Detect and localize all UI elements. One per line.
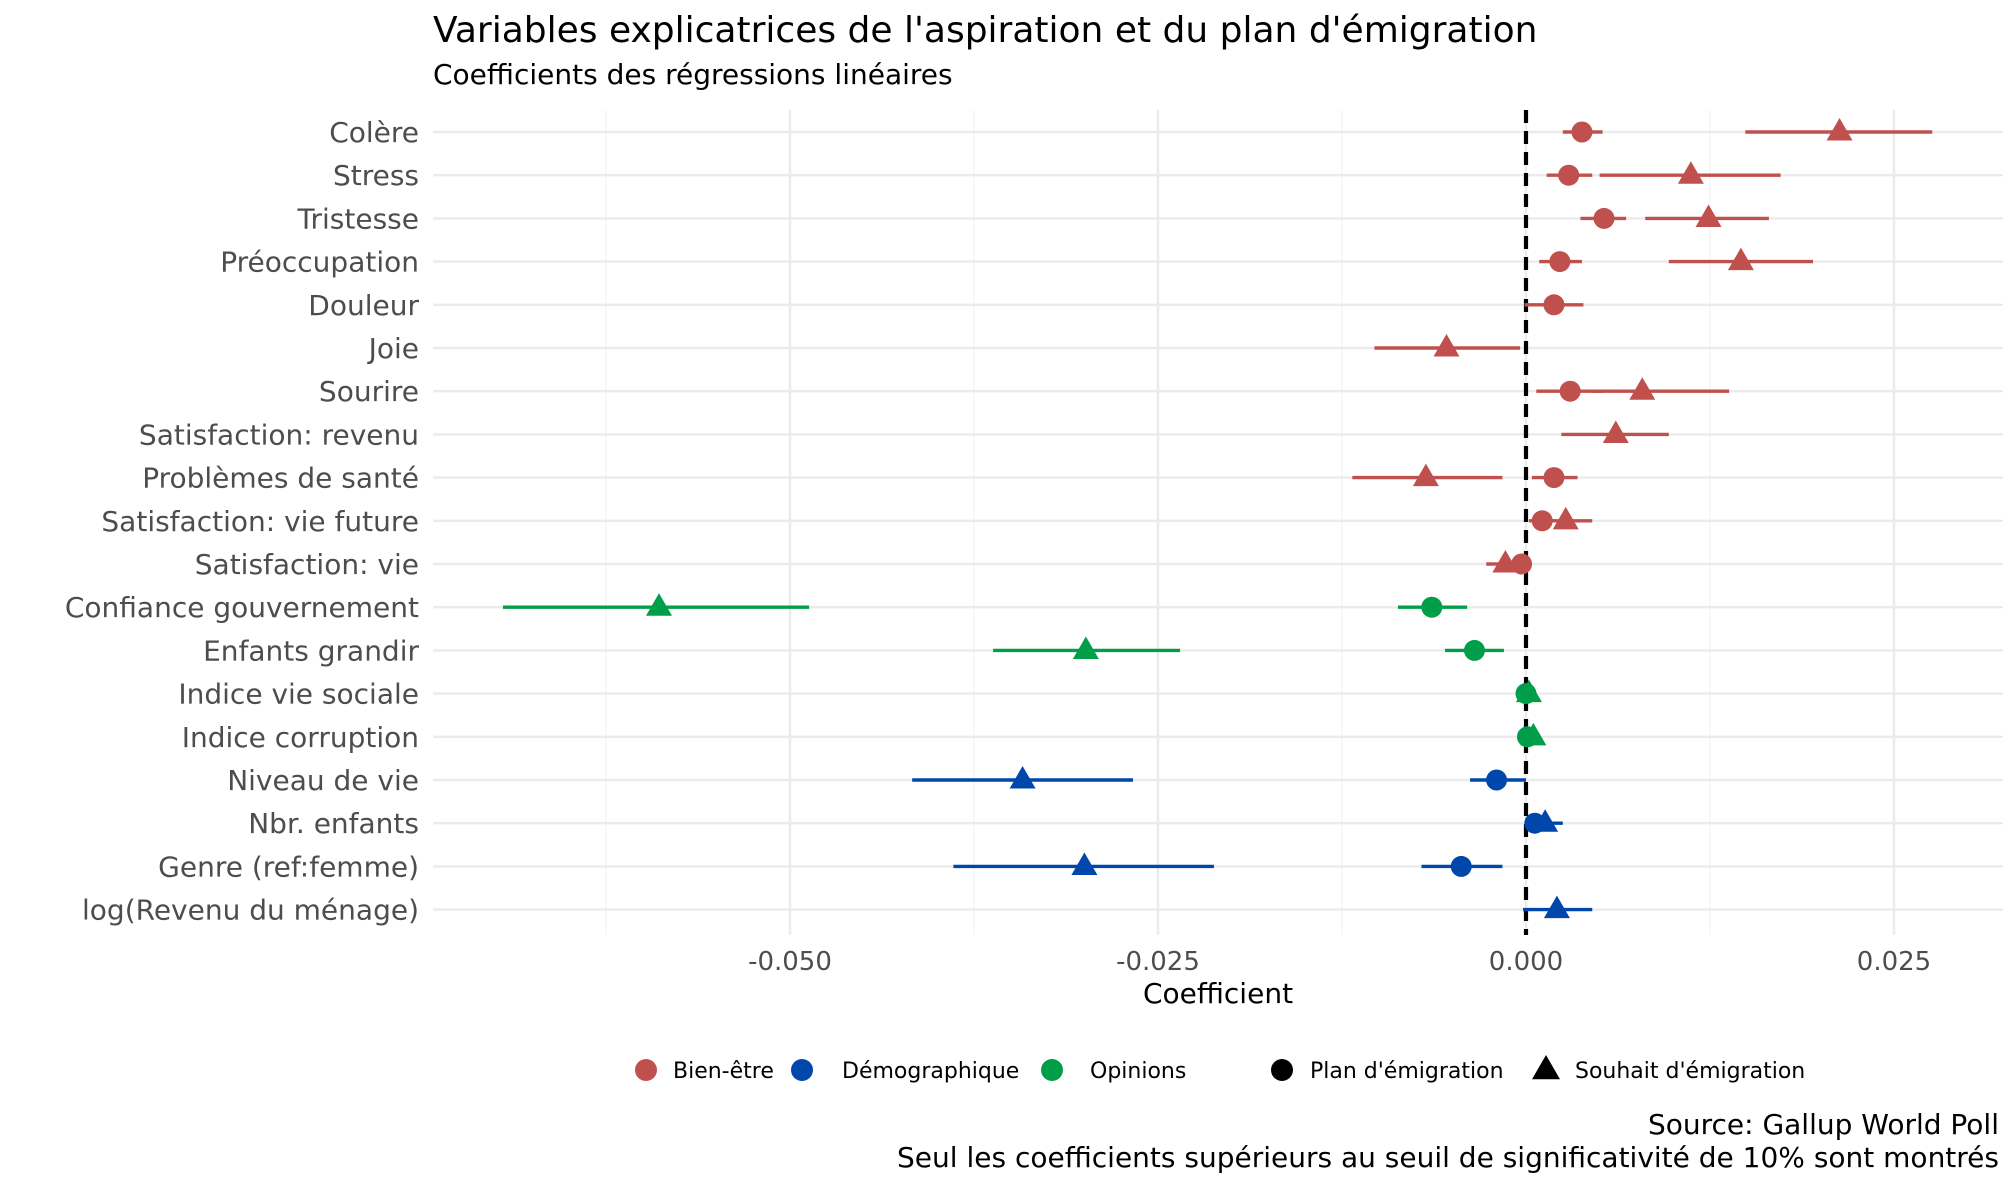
y-tick-label: Douleur	[308, 289, 419, 322]
circle-point	[1549, 251, 1571, 273]
chart-subtitle: Coefficients des régressions linéaires	[433, 58, 953, 91]
triangle-point	[1515, 679, 1542, 703]
legend-label: Souhait d'émigration	[1575, 1059, 1805, 1084]
legend-key-triangle	[1532, 1054, 1560, 1080]
x-tick-label: -0.050	[748, 947, 832, 977]
triangle-point	[1492, 550, 1519, 573]
circle-point	[1421, 596, 1443, 618]
y-tick-label: Niveau de vie	[227, 764, 419, 797]
circle-point	[1450, 855, 1472, 877]
legend-label: Opinions	[1090, 1059, 1186, 1084]
circle-point	[1571, 121, 1593, 143]
triangle-point	[1412, 463, 1439, 487]
y-tick-label: Indice corruption	[182, 721, 419, 754]
y-tick-label: Colère	[329, 116, 419, 149]
y-tick-label: log(Revenu du ménage)	[82, 894, 419, 927]
triangle-point	[1433, 334, 1460, 357]
y-tick-label: Confiance gouvernement	[65, 591, 419, 624]
triangle-point	[1532, 809, 1559, 832]
circle-point	[1558, 164, 1580, 186]
data-marks	[502, 118, 1933, 919]
y-tick-label: Préoccupation	[220, 246, 419, 279]
chart-title: Variables explicatrices de l'aspiration …	[433, 10, 1537, 51]
triangle-point	[1826, 118, 1853, 141]
triangle-point	[1695, 204, 1722, 227]
y-tick-label: Problèmes de santé	[142, 462, 419, 495]
y-tick-label: Joie	[367, 332, 419, 365]
triangle-point	[1009, 766, 1036, 789]
y-tick-label: Sourire	[319, 375, 419, 408]
y-tick-label: Satisfaction: revenu	[139, 418, 419, 451]
circle-point	[1543, 294, 1565, 316]
circle-point	[1559, 380, 1581, 402]
triangle-point	[1727, 247, 1754, 271]
legend-key-circle	[1271, 1059, 1293, 1081]
caption-source: Source: Gallup World Poll	[1648, 1108, 1999, 1141]
x-axis-labels: -0.050 -0.025 0.000 0.025	[748, 947, 1931, 977]
triangle-point	[645, 593, 672, 616]
x-tick-label: 0.025	[1857, 947, 1931, 977]
triangle-point	[1602, 420, 1629, 443]
triangle-point	[1629, 377, 1656, 400]
legend-key-circle	[791, 1059, 813, 1081]
y-tick-label: Satisfaction: vie future	[101, 505, 419, 538]
y-tick-label: Nbr. enfants	[248, 807, 419, 840]
triangle-point	[1071, 852, 1098, 875]
legend-label: Bien-être	[673, 1059, 774, 1084]
legend-label: Plan d'émigration	[1310, 1059, 1504, 1084]
legend-key-circle	[1041, 1059, 1063, 1081]
legend-key-circle	[635, 1059, 657, 1081]
y-tick-label: Indice vie sociale	[178, 678, 419, 711]
minor-gridlines	[605, 110, 1711, 935]
circle-point	[1593, 207, 1615, 229]
plot-panel	[433, 110, 2003, 935]
triangle-point	[1677, 161, 1704, 184]
circle-point	[1543, 467, 1565, 489]
legend: Bien-être Démographique Opinions Plan d'émi…	[635, 1054, 1805, 1084]
triangle-point	[1072, 636, 1099, 659]
y-axis-labels: Colère Stress Tristesse Préoccupation Douleu…	[65, 116, 420, 927]
y-tick-label: Satisfaction: vie	[195, 548, 419, 581]
circle-point	[1463, 639, 1485, 661]
triangle-point	[1552, 506, 1579, 530]
y-tick-label: Enfants grandir	[203, 634, 419, 667]
major-gridlines	[433, 110, 2003, 935]
y-tick-label: Genre (ref:femme)	[158, 850, 419, 883]
triangle-point	[1520, 722, 1547, 746]
x-tick-label: 0.000	[1489, 947, 1563, 977]
legend-label: Démographique	[842, 1059, 1019, 1084]
x-axis-title: Coefficient	[1143, 977, 1293, 1010]
x-tick-label: -0.025	[1116, 947, 1200, 977]
triangle-point	[1543, 895, 1570, 919]
caption-note: Seul les coefficients supérieurs au seui…	[897, 1141, 1999, 1174]
circle-point	[1486, 769, 1508, 791]
y-tick-label: Stress	[333, 159, 419, 192]
circle-point	[1531, 510, 1553, 532]
y-tick-label: Tristesse	[297, 202, 419, 235]
